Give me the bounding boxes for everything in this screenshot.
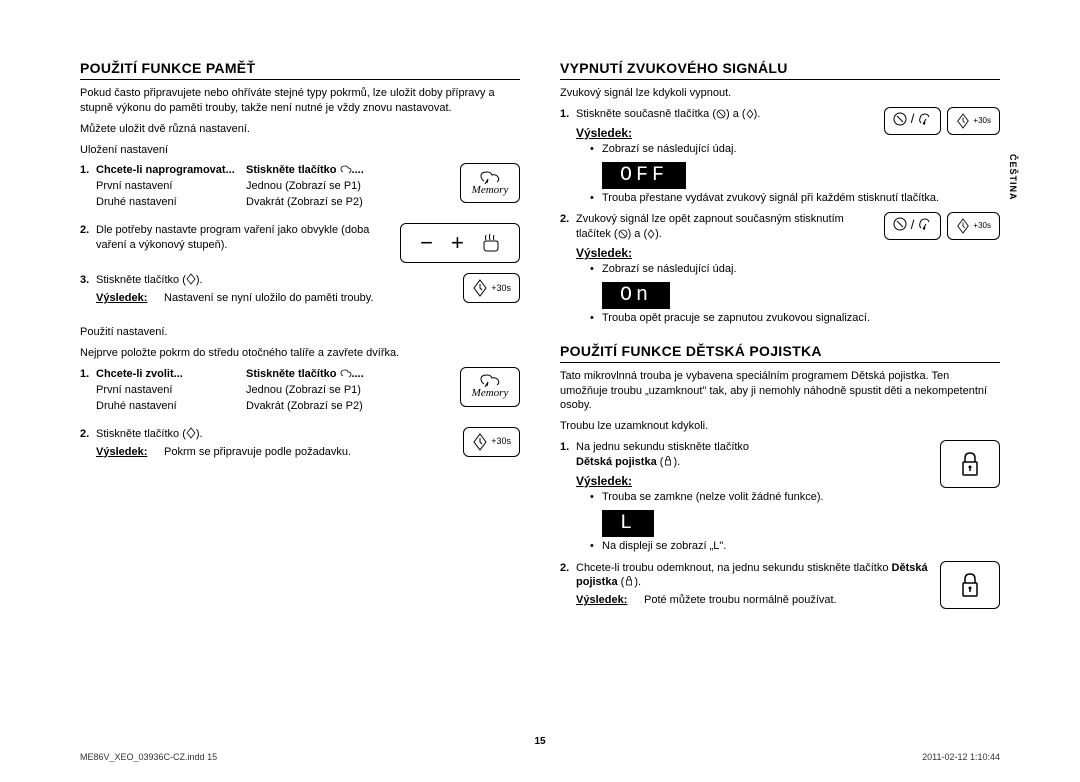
table-header: Stiskněte tlačítko .... <box>246 163 452 179</box>
memory-heading: POUŽITÍ FUNKCE PAMĚŤ <box>80 60 520 80</box>
display-on: On <box>602 282 670 309</box>
table-cell: Jednou (Zobrazí se P1) <box>246 383 452 399</box>
list-item: 1. Na jednu sekundu stiskněte tlačítko D… <box>560 440 1000 470</box>
result-block: Výsledek: Nastavení se nyní uložilo do p… <box>96 292 455 304</box>
display-off: OFF <box>602 162 686 189</box>
list-item: 1. Stiskněte současně tlačítka () a (). <box>560 107 1000 122</box>
save-title: Uložení nastavení <box>80 143 520 158</box>
memory-intro: Pokud často připravujete nebo ohříváte s… <box>80 86 520 116</box>
step-number: 3. <box>80 273 89 288</box>
list-item: 1. Chcete-li naprogramovat... Stiskněte … <box>80 163 520 211</box>
bullet-item: Trouba se zamkne (nelze volit žádné funk… <box>590 490 1000 505</box>
bullet-item: Na displeji se zobrazí „L". <box>590 539 1000 554</box>
result-label: Výsledek: <box>576 474 1000 488</box>
table-cell: Dvakrát (Zobrazí se P2) <box>246 195 452 211</box>
result-text: Poté můžete troubu normálně používat. <box>644 594 932 606</box>
table-cell: Druhé nastavení <box>96 399 246 415</box>
table-cell: Jednou (Zobrazí se P1) <box>246 179 452 195</box>
use-title: Použití nastavení. <box>80 325 520 340</box>
childlock-intro: Tato mikrovlnná trouba je vybavena speci… <box>560 369 1000 414</box>
right-column: VYPNUTÍ ZVUKOVÉHO SIGNÁLU Zvukový signál… <box>560 60 1000 619</box>
bullet-item: Zobrazí se následující údaj. <box>590 262 1000 277</box>
list-item: 2. Stiskněte tlačítko (). <box>80 427 520 442</box>
result-block: Výsledek: Pokrm se připravuje podle poža… <box>96 446 455 458</box>
bullet-item: Zobrazí se následující údaj. <box>590 142 1000 157</box>
list-item: 2. Zvukový signál lze opět zapnout souča… <box>560 212 1000 242</box>
table-header: Stiskněte tlačítko .... <box>246 367 452 383</box>
table-header: Chcete-li zvolit... <box>96 367 246 383</box>
sound-intro: Zvukový signál lze kdykoli vypnout. <box>560 86 1000 101</box>
footer-left: ME86V_XEO_03936C-CZ.indd 15 <box>80 752 217 762</box>
footer-right: 2011-02-12 1:10:44 <box>922 752 1000 762</box>
sound-heading: VYPNUTÍ ZVUKOVÉHO SIGNÁLU <box>560 60 1000 80</box>
step-number: 2. <box>560 561 569 576</box>
language-tab: ČEŠTINA <box>1008 154 1018 201</box>
memory-intro2: Můžete uložit dvě různá nastavení. <box>80 122 520 137</box>
table-header: Chcete-li naprogramovat... <box>96 163 246 179</box>
footer: ME86V_XEO_03936C-CZ.indd 15 2011-02-12 1… <box>80 752 1000 762</box>
table-cell: Dvakrát (Zobrazí se P2) <box>246 399 452 415</box>
childlock-heading: POUŽITÍ FUNKCE DĚTSKÁ POJISTKA <box>560 343 1000 363</box>
list-item: 2. Dle potřeby nastavte program vaření j… <box>80 223 520 253</box>
list-item: 2. Chcete-li troubu odemknout, na jednu … <box>560 561 1000 591</box>
list-item: 1. Chcete-li zvolit... Stiskněte tlačítk… <box>80 367 520 415</box>
result-label: Výsledek: <box>576 246 1000 260</box>
use-intro: Nejprve položte pokrm do středu otočného… <box>80 346 520 361</box>
step-number: 2. <box>560 212 569 227</box>
result-label: Výsledek: <box>96 292 154 304</box>
step-number: 1. <box>560 107 569 122</box>
table-cell: První nastavení <box>96 179 246 195</box>
list-item: 3. Stiskněte tlačítko (). <box>80 273 520 288</box>
result-block: Výsledek: Poté můžete troubu normálně po… <box>576 594 932 606</box>
step-number: 1. <box>80 367 89 382</box>
result-label: Výsledek: <box>576 594 634 606</box>
display-l: L <box>602 510 654 537</box>
step-number: 1. <box>560 440 569 455</box>
table-cell: Druhé nastavení <box>96 195 246 211</box>
left-column: POUŽITÍ FUNKCE PAMĚŤ Pokud často připrav… <box>80 60 520 619</box>
result-text: Pokrm se připravuje podle požadavku. <box>164 446 455 458</box>
step-number: 2. <box>80 223 89 238</box>
table-cell: První nastavení <box>96 383 246 399</box>
step-number: 2. <box>80 427 89 442</box>
result-text: Nastavení se nyní uložilo do paměti trou… <box>164 292 455 304</box>
step-number: 1. <box>80 163 89 178</box>
result-label: Výsledek: <box>96 446 154 458</box>
childlock-intro2: Troubu lze uzamknout kdykoli. <box>560 419 1000 434</box>
page-content: POUŽITÍ FUNKCE PAMĚŤ Pokud často připrav… <box>0 0 1080 649</box>
page-number: 15 <box>534 736 545 747</box>
bullet-item: Trouba opět pracuje se zapnutou zvukovou… <box>590 311 1000 326</box>
bullet-item: Trouba přestane vydávat zvukový signál p… <box>590 191 1000 206</box>
